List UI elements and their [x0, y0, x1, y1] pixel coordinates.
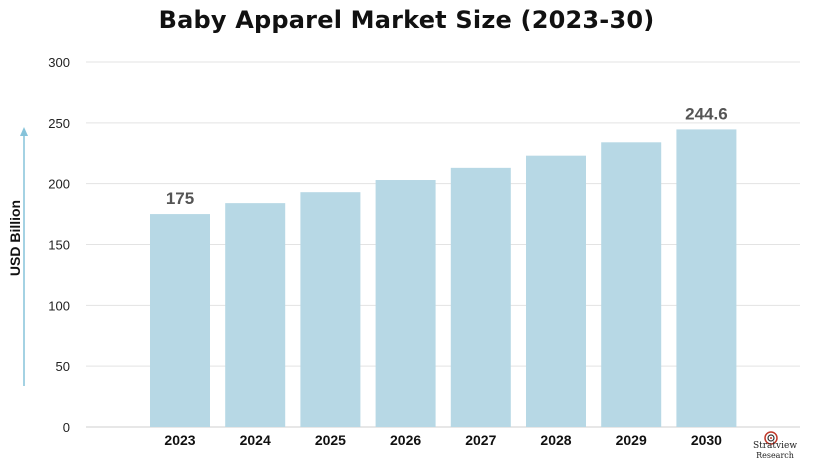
- data-label: 175: [166, 189, 194, 208]
- y-axis-label: USD Billion: [7, 200, 23, 276]
- x-tick-label: 2025: [315, 432, 346, 448]
- bar: [601, 142, 662, 428]
- x-tick-label: 2028: [540, 432, 571, 448]
- bar: [150, 214, 210, 427]
- y-tick-label: 0: [63, 420, 70, 435]
- chart-title: Baby Apparel Market Size (2023-30): [158, 6, 655, 34]
- bars: [150, 129, 737, 428]
- target-icon: [764, 431, 778, 445]
- x-tick-label: 2027: [465, 432, 496, 448]
- x-tick-label: 2024: [240, 432, 271, 448]
- logo-line-1: Stratview: [752, 441, 798, 451]
- y-tick-label: 100: [48, 298, 70, 313]
- y-tick-label: 200: [48, 177, 70, 192]
- bar: [676, 129, 737, 428]
- bar: [300, 192, 361, 427]
- y-tick-label: 250: [48, 116, 70, 131]
- x-axis-ticks: 2023 2024 2025 2026 2027 2028 2029 2030: [164, 432, 722, 448]
- bar: [375, 180, 436, 427]
- logo-line-2: Research: [756, 451, 794, 460]
- y-tick-label: 150: [48, 238, 70, 253]
- y-axis-arrow: [20, 127, 28, 386]
- y-tick-label: 300: [48, 55, 70, 70]
- bar: [450, 167, 511, 427]
- bar: [526, 155, 586, 427]
- data-label: 244.6: [685, 104, 728, 123]
- x-tick-label: 2023: [164, 432, 195, 448]
- x-tick-label: 2029: [616, 432, 647, 448]
- y-axis-ticks: 0 50 100 150 200 250 300: [48, 55, 70, 435]
- stratview-logo: Stratview Research: [742, 431, 808, 460]
- x-tick-label: 2030: [691, 432, 722, 448]
- bar: [225, 203, 286, 427]
- y-tick-label: 50: [56, 359, 70, 374]
- data-labels: 175 244.6: [166, 104, 728, 208]
- x-tick-label: 2026: [390, 432, 421, 448]
